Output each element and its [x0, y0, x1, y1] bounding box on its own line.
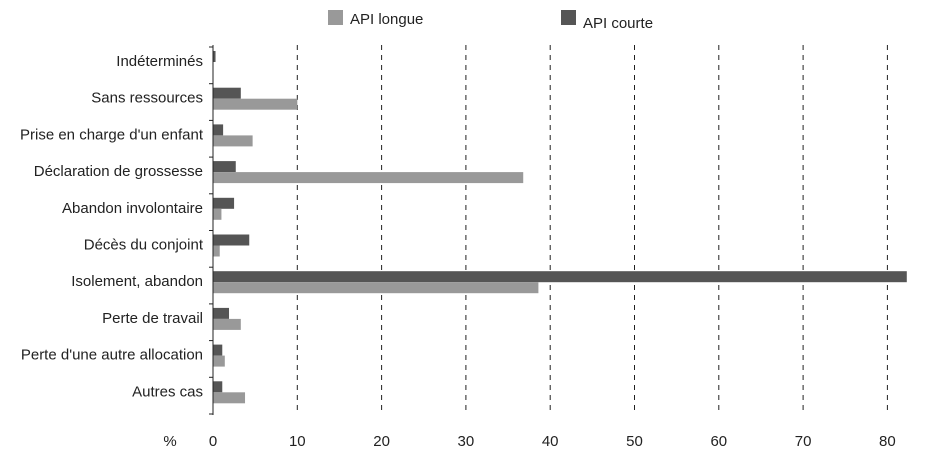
category-label: Déclaration de grossesse — [34, 163, 203, 180]
x-tick-label: 80 — [879, 433, 896, 450]
bar-api-longue-2 — [213, 135, 253, 147]
legend-label: API longue — [350, 11, 423, 28]
bar-api-longue-6 — [213, 282, 539, 294]
x-tick-label: 40 — [542, 433, 559, 450]
bar-api-longue-1 — [213, 98, 298, 110]
bar-api-longue-4 — [213, 208, 222, 220]
x-tick-label: 60 — [710, 433, 727, 450]
y-axis — [209, 45, 214, 415]
bar-api-longue-8 — [213, 355, 225, 367]
legend: API longue API courte — [328, 10, 653, 32]
x-unit-label: % — [163, 433, 176, 450]
category-label: Perte d'une autre allocation — [21, 347, 203, 364]
category-label: Perte de travail — [102, 310, 203, 327]
bar-api-courte-3 — [213, 161, 236, 173]
category-label: Prise en charge d'un enfant — [20, 126, 204, 143]
legend-label: API courte — [583, 15, 653, 32]
category-label: Décès du conjoint — [84, 237, 204, 254]
bars — [213, 51, 907, 404]
category-label: Isolement, abandon — [71, 273, 203, 290]
bar-api-courte-1 — [213, 87, 241, 99]
x-tick-label: 50 — [626, 433, 643, 450]
category-label: Sans ressources — [91, 90, 203, 107]
x-tick-labels: 0 10 20 30 40 50 60 70 80 — [209, 433, 896, 450]
bar-api-longue-3 — [213, 172, 524, 184]
bar-api-longue-9 — [213, 392, 246, 404]
category-label: Abandon involontaire — [62, 200, 203, 217]
x-tick-label: 10 — [289, 433, 306, 450]
bar-api-courte-4 — [213, 197, 235, 209]
bar-api-courte-9 — [213, 381, 223, 393]
bar-api-courte-7 — [213, 307, 230, 319]
legend-swatch-api-courte — [561, 10, 576, 25]
bar-api-longue-7 — [213, 318, 241, 330]
category-labels: Indéterminés Sans ressources Prise en char… — [20, 53, 204, 400]
x-tick-label: 30 — [458, 433, 475, 450]
bar-api-longue-5 — [213, 245, 220, 257]
x-tick-label: 0 — [209, 433, 217, 450]
gridlines — [296, 45, 888, 415]
bar-api-courte-8 — [213, 344, 223, 356]
x-tick-label: 70 — [795, 433, 812, 450]
category-label: Autres cas — [132, 383, 203, 400]
bar-api-courte-2 — [213, 124, 224, 136]
bar-api-courte-0 — [213, 51, 216, 62]
category-label: Indéterminés — [116, 53, 203, 70]
legend-swatch-api-longue — [328, 10, 343, 25]
x-tick-label: 20 — [373, 433, 390, 450]
bar-api-courte-5 — [213, 234, 250, 246]
bar-api-courte-6 — [213, 271, 907, 283]
